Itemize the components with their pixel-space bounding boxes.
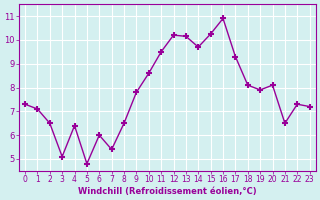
X-axis label: Windchill (Refroidissement éolien,°C): Windchill (Refroidissement éolien,°C) [78,187,257,196]
